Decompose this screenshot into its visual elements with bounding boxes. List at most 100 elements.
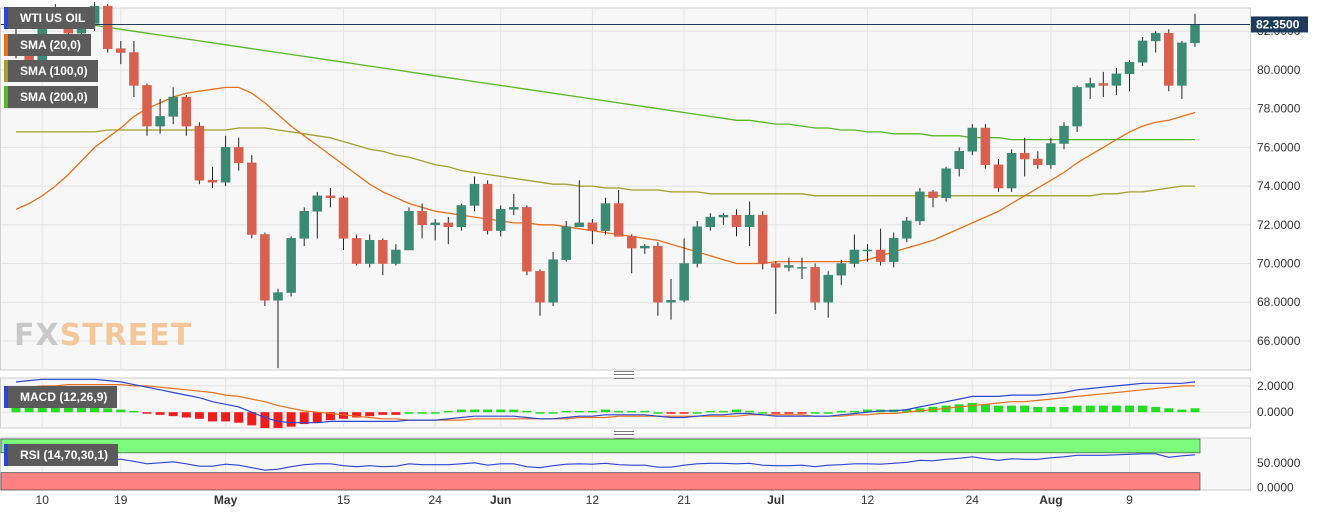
macd-histogram-bar: [208, 412, 217, 422]
time-tick-label: 15: [337, 493, 351, 507]
price-tick-label: 74.0000: [1257, 179, 1301, 193]
macd-line: [15, 378, 1196, 424]
candle: [1150, 31, 1161, 53]
macd-histogram-bar: [849, 410, 859, 413]
candle-body: [771, 263, 781, 268]
candle: [757, 211, 768, 270]
candle-body: [613, 203, 624, 237]
macd-histogram-bar: [967, 403, 977, 413]
candle-body: [784, 265, 794, 268]
candle-body: [482, 183, 493, 231]
macd-histogram-bar: [365, 412, 375, 417]
candle-layer: [11, 2, 1200, 369]
candle-body: [810, 267, 820, 303]
rsi-pane-resize-handle[interactable]: [614, 431, 634, 439]
candle-body: [640, 245, 650, 249]
candle-body: [260, 234, 270, 301]
macd-histogram-bar: [561, 410, 571, 413]
sma100-label[interactable]: SMA (100,0): [4, 60, 98, 82]
candle: [718, 213, 729, 225]
candle: [1137, 37, 1148, 67]
candle: [364, 234, 375, 268]
candle-body: [325, 195, 336, 198]
candle-body: [273, 292, 283, 301]
candle: [168, 87, 178, 125]
candle-body: [181, 96, 192, 127]
rsi-overbought-zone: [0, 438, 1201, 454]
price-tick-label: 66.0000: [1257, 334, 1301, 348]
candle: [561, 220, 571, 262]
macd-histogram-bar: [391, 412, 401, 415]
candle: [993, 158, 1004, 192]
candle: [509, 193, 519, 216]
macd-histogram-bar: [902, 409, 912, 413]
candle: [888, 232, 899, 268]
macd-histogram-bar: [614, 410, 624, 413]
candle-body: [731, 214, 742, 227]
candle: [823, 271, 833, 318]
candle: [325, 188, 336, 208]
candle-body: [247, 162, 257, 235]
macd-histogram-bar: [378, 412, 388, 415]
candle: [810, 263, 820, 310]
macd-histogram-bar: [954, 404, 964, 413]
macd-histogram-bar: [37, 405, 47, 413]
candle: [954, 147, 964, 177]
macd-label[interactable]: MACD (12,26,9): [4, 386, 118, 408]
candle: [1164, 29, 1174, 92]
sma200-label[interactable]: SMA (200,0): [4, 86, 98, 108]
macd-histogram-bar: [273, 412, 283, 428]
candle: [731, 209, 742, 237]
candle-body: [1072, 87, 1082, 127]
candle: [286, 236, 296, 297]
macd-histogram-bar: [483, 409, 493, 413]
candle-body: [1124, 61, 1135, 75]
candle-body: [443, 222, 454, 227]
macd-histogram-bar: [325, 412, 335, 421]
time-tick-label: 9: [1126, 493, 1133, 507]
candle: [116, 40, 126, 65]
candle-body: [535, 271, 545, 303]
macd-histogram-bar: [679, 412, 689, 414]
candle-body: [548, 259, 558, 303]
candle: [194, 122, 205, 185]
instrument-label[interactable]: WTI US OIL: [4, 7, 96, 29]
candle: [1019, 137, 1030, 177]
candle: [469, 176, 480, 212]
time-tick-label: Aug: [1039, 493, 1062, 507]
macd-histogram-bar: [509, 409, 519, 413]
macd-histogram-bar: [1111, 405, 1121, 413]
candle: [574, 180, 585, 227]
macd-histogram-bar: [1098, 405, 1108, 413]
macd-histogram-bar: [181, 412, 191, 418]
candle-body: [338, 197, 349, 239]
candle: [967, 124, 978, 156]
macd-histogram-bar: [1020, 405, 1030, 413]
macd-histogram-bar: [221, 412, 231, 422]
candle: [679, 238, 689, 303]
candle-body: [1137, 40, 1148, 63]
candle: [1098, 71, 1109, 98]
candle-body: [142, 85, 152, 127]
candle: [233, 137, 244, 171]
candle-body: [928, 191, 938, 198]
macd-pane-resize-handle[interactable]: [614, 371, 634, 379]
instrument-label-text: WTI US OIL: [20, 11, 86, 25]
macd-histogram-bar: [666, 412, 676, 414]
candle-body: [1177, 42, 1187, 86]
candle-body: [993, 164, 1004, 189]
macd-histogram-bar: [90, 406, 100, 413]
candle-body: [574, 222, 585, 227]
macd-histogram-bar: [299, 412, 309, 425]
macd-histogram-bar: [417, 412, 427, 414]
sma20-label[interactable]: SMA (20,0): [4, 34, 91, 56]
rsi-label[interactable]: RSI (14,70,30,1): [4, 444, 119, 466]
candle: [849, 234, 860, 268]
time-tick-label: 24: [966, 493, 980, 507]
candle-body: [587, 222, 598, 231]
macd-histogram-bar: [142, 412, 152, 414]
candle: [548, 251, 558, 307]
rsi-label-text: RSI (14,70,30,1): [20, 448, 109, 462]
candle: [273, 288, 283, 369]
candle: [587, 219, 598, 245]
